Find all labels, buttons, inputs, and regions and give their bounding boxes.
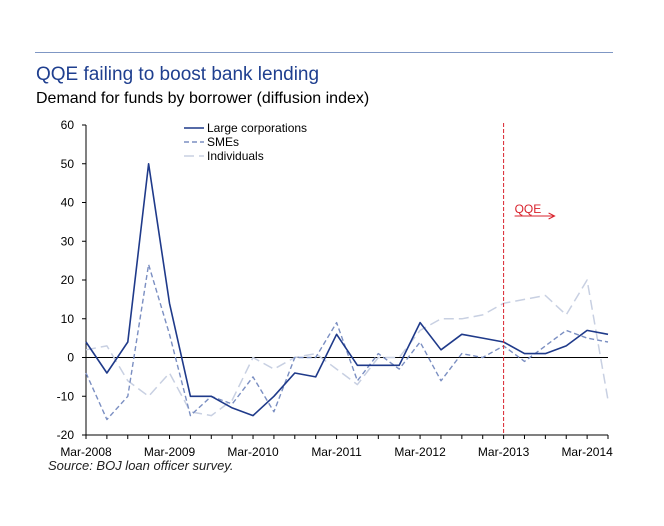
y-tick-label: 20 — [61, 273, 75, 287]
qqe-arrow-head — [548, 212, 556, 220]
series-line-individuals — [85, 279, 609, 417]
y-tick-label: -10 — [57, 389, 75, 403]
series-line-large-corporations — [85, 163, 609, 417]
legend-label-large-corporations: Large corporations — [207, 121, 307, 135]
source-note: Source: BOJ loan officer survey. — [48, 458, 234, 473]
axes: -20 -10 0 10 20 30 40 50 60 Mar-2008 Mar-2009 Mar-2… — [57, 118, 613, 459]
x-tick-label: Mar-2011 — [311, 445, 362, 459]
qqe-annotation-label: QQE — [515, 202, 542, 216]
x-tick-label: Mar-2014 — [561, 445, 613, 459]
y-tick-label: 60 — [61, 118, 75, 132]
qqe-annotation: QQE — [503, 123, 556, 435]
series-line-smes — [85, 263, 609, 421]
chart-title: QQE failing to boost bank lending — [36, 64, 320, 85]
y-tick-label: 50 — [61, 157, 75, 171]
x-tick-label: Mar-2013 — [478, 445, 530, 459]
x-tick-label: Mar-2009 — [144, 445, 196, 459]
y-tick-label: -20 — [57, 428, 75, 442]
x-tick-label: Mar-2010 — [227, 445, 279, 459]
y-tick-label: 30 — [61, 234, 75, 248]
chart-subtitle: Demand for funds by borrower (diffusion … — [36, 90, 370, 107]
x-tick-label: Mar-2012 — [394, 445, 446, 459]
y-tick-label: 10 — [61, 312, 75, 326]
y-tick-label: 0 — [67, 351, 74, 365]
top-rule — [35, 52, 613, 53]
y-tick-label: 40 — [61, 196, 75, 210]
legend-label-smes: SMEs — [207, 135, 239, 149]
legend-label-individuals: Individuals — [207, 149, 264, 163]
x-tick-label: Mar-2008 — [60, 445, 112, 459]
series-lines — [85, 163, 609, 421]
